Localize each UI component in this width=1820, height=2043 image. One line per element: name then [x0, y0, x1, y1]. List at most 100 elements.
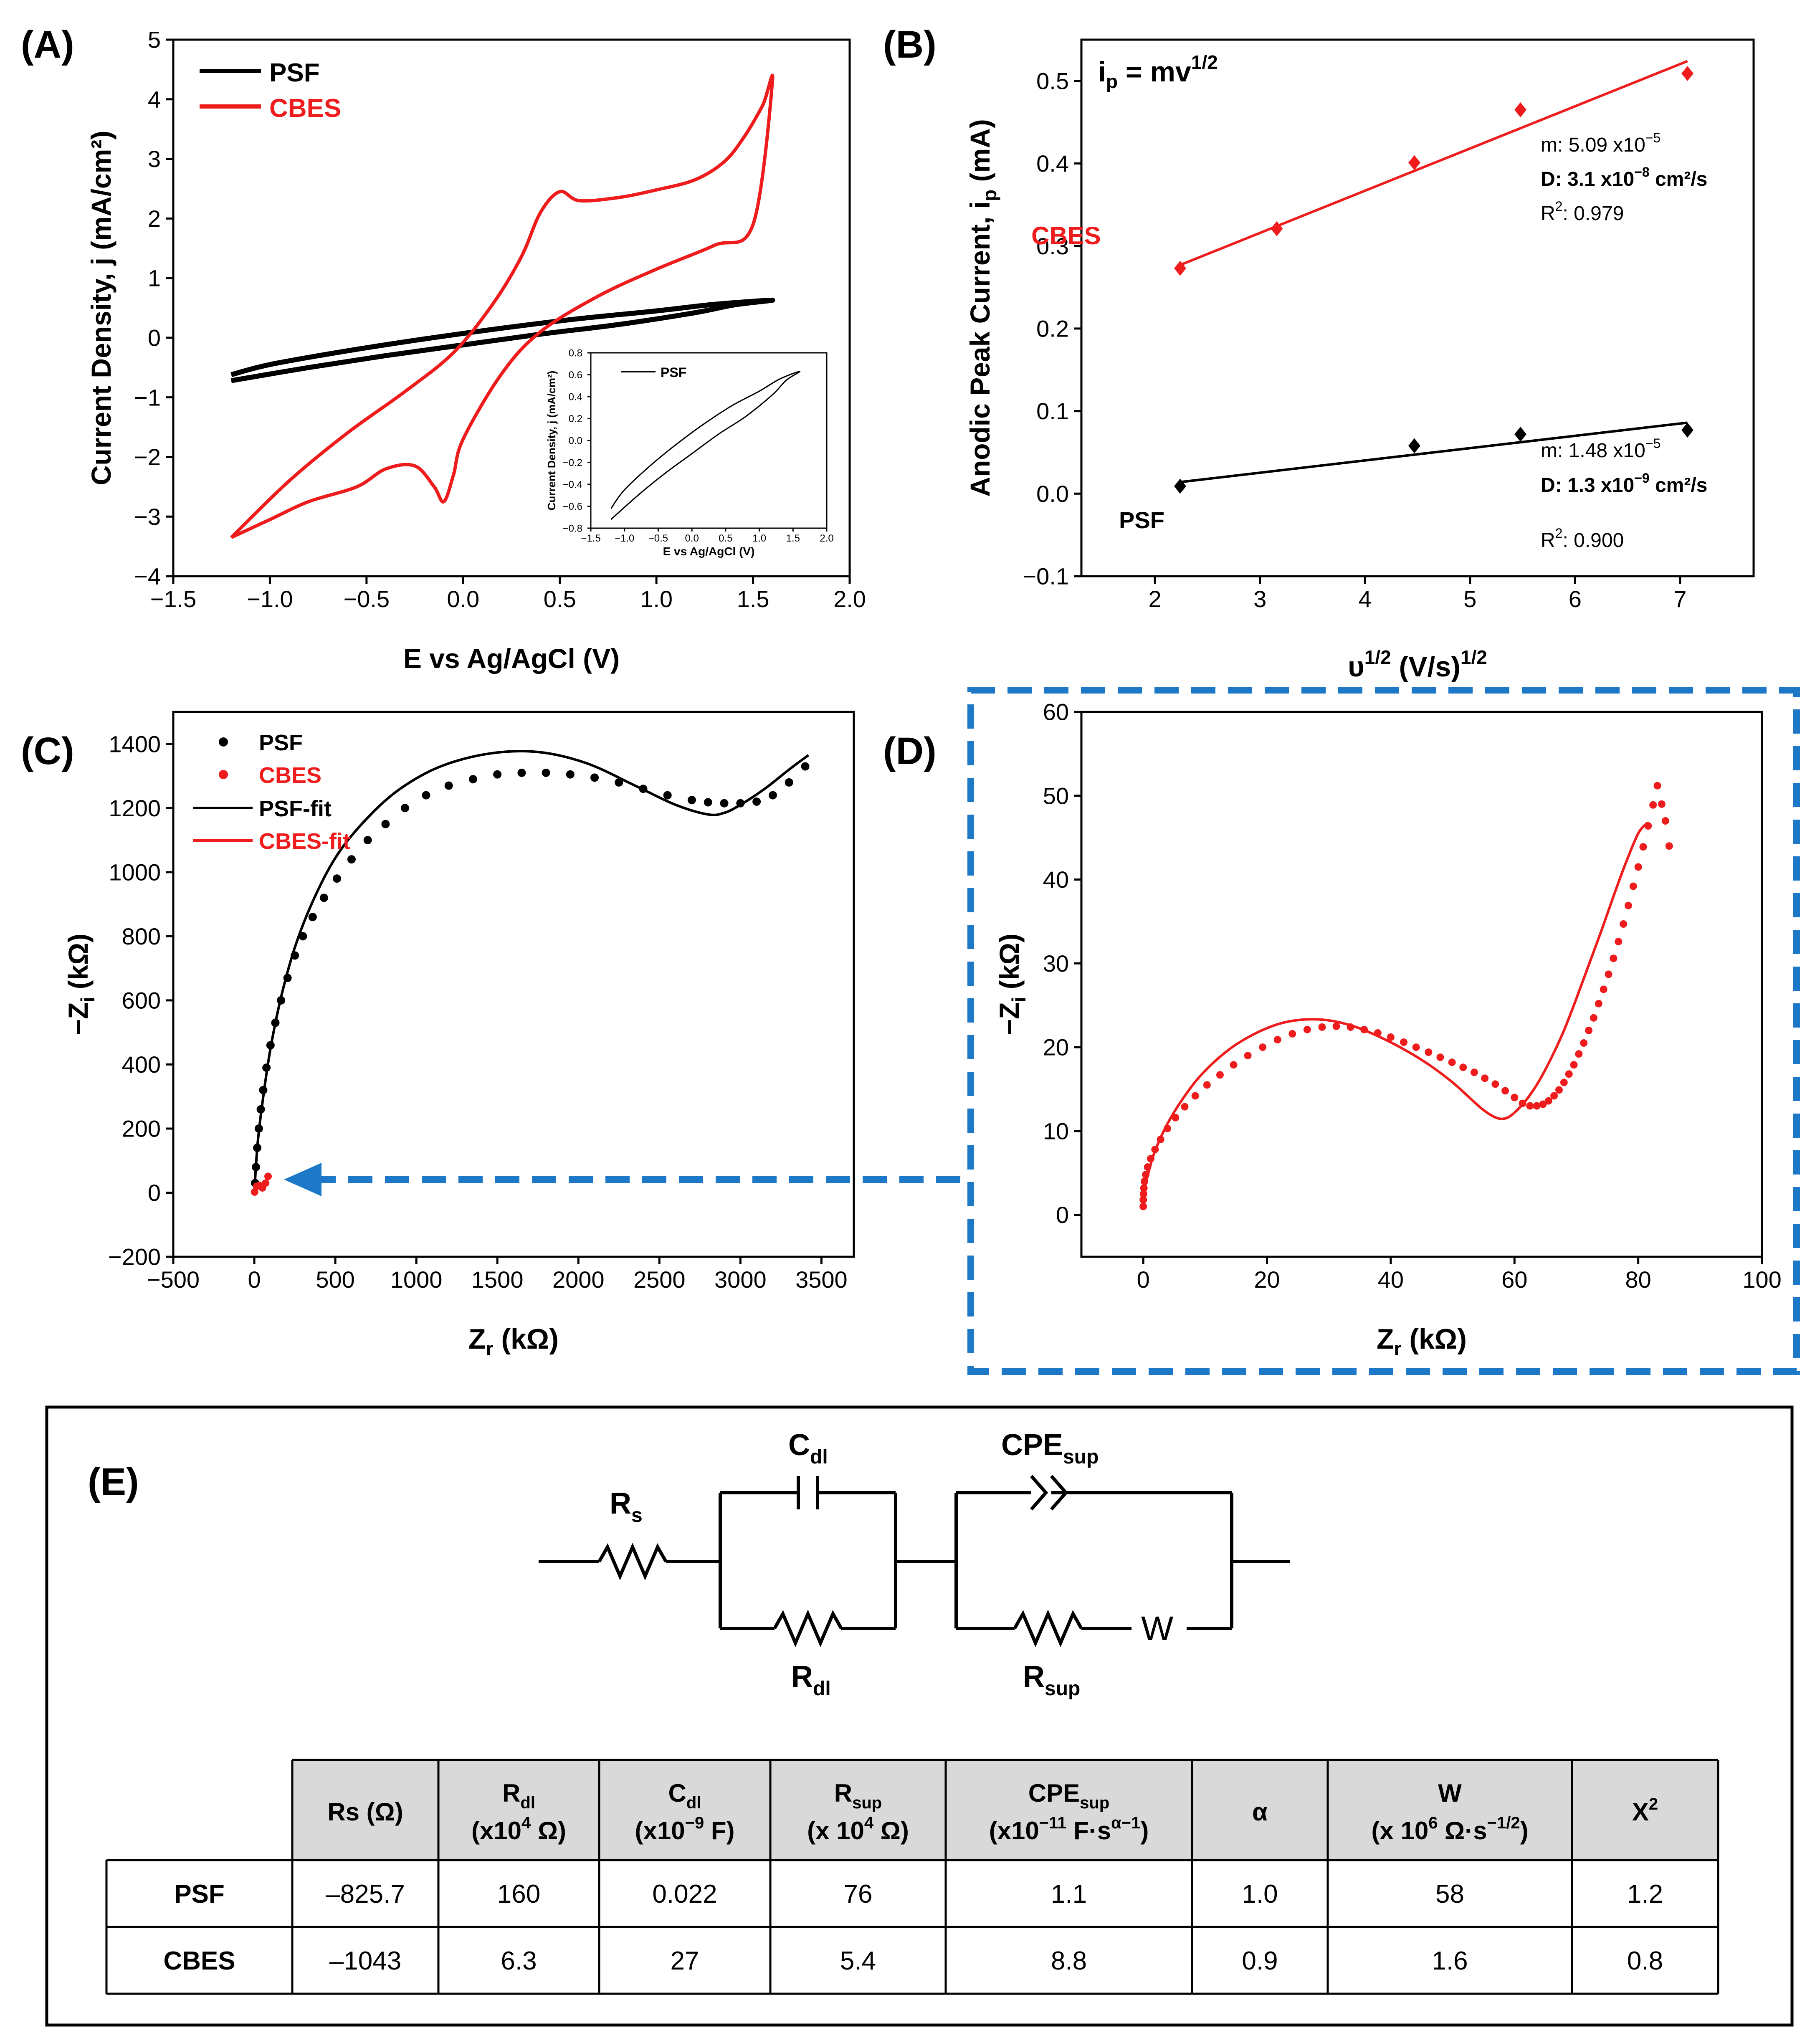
cpe-left-chevron: [1030, 1475, 1048, 1511]
point-cbes: [1665, 842, 1673, 850]
point-cbes: [1191, 1092, 1199, 1100]
point-psf: [308, 913, 317, 922]
x-tick-label: 0.0: [685, 533, 699, 544]
rdl-resistor: [773, 1609, 843, 1648]
x-tick-label: 1.5: [786, 533, 800, 544]
y-tick-label: 10: [1043, 1118, 1069, 1144]
table-header-unit: (x 104 Ω): [807, 1814, 909, 1845]
circuit-labels: Rs Cdl Rdl CPEsup Rsup W: [610, 1428, 1174, 1700]
panel-label-c: (C): [21, 730, 74, 772]
point-cbes: [1318, 1023, 1326, 1031]
point-psf: [736, 799, 745, 808]
table-cell: 1.6: [1432, 1947, 1468, 1975]
point-cbes: [1570, 1061, 1578, 1069]
point-cbes: [1163, 1124, 1171, 1132]
table-cell: 1.0: [1242, 1880, 1278, 1909]
rs-label: Rs: [610, 1487, 643, 1527]
y-tick-label: 1: [148, 265, 161, 291]
point-psf: [363, 836, 372, 845]
point-psf: [271, 1018, 280, 1027]
table-cell: 1.1: [1051, 1880, 1087, 1909]
y-tick-label: 50: [1043, 782, 1069, 809]
legend-c-psffit-label: PSF-fit: [259, 796, 332, 821]
y-tick-label: −3: [134, 504, 161, 530]
legend-a-inset: PSF: [621, 365, 686, 380]
inset-x-axis-label: E vs Ag/AgCl (V): [663, 545, 755, 558]
point-cbes: [1519, 1099, 1526, 1107]
x-tick-label: −0.5: [648, 533, 668, 544]
legend-c-cbes-label: CBES: [259, 763, 321, 788]
point-psf: [752, 797, 761, 806]
table-cell: 76: [844, 1880, 873, 1909]
y-tick-label: 1000: [109, 859, 161, 885]
point-cbes: [1181, 1103, 1189, 1111]
point-psf: [319, 894, 328, 902]
legend-c: PSF CBES PSF-fit CBES-fit: [193, 730, 350, 854]
y-tick-label: 0.8: [569, 347, 582, 359]
table-header-unit: (x104 Ω): [471, 1814, 566, 1845]
point-cbes: [1681, 66, 1693, 81]
point-psf: [266, 1041, 275, 1050]
point-cbes: [1539, 1100, 1547, 1108]
x-tick-label: 20: [1254, 1266, 1280, 1293]
y-tick-label: 0.5: [1036, 68, 1069, 94]
point-cbes: [1459, 1063, 1467, 1071]
highlight-box: [967, 687, 1800, 1375]
point-cbes: [1585, 1026, 1593, 1034]
point-cbes: [1172, 1114, 1180, 1121]
point-cbes: [1481, 1074, 1489, 1082]
point-cbes: [1400, 1038, 1408, 1046]
x-axis-label: Zr (kΩ): [468, 1323, 559, 1359]
cpe-label: CPEsup: [1001, 1428, 1099, 1468]
y-tick-label: 0.4: [569, 391, 582, 403]
b-cbes-label: CBES: [1031, 222, 1101, 250]
point-cbes: [1533, 1102, 1541, 1110]
series-psf-fit-line: [253, 749, 810, 1193]
table-cell: –1043: [329, 1947, 401, 1975]
x-tick-label: 3: [1253, 586, 1266, 612]
y-axis-label: −Zi (kΩ): [63, 934, 99, 1035]
y-tick-label: −0.6: [563, 501, 582, 512]
x-tick-label: 7: [1673, 586, 1686, 612]
point-cbes: [1560, 1078, 1568, 1086]
circuit-diagram: [539, 1475, 1290, 1648]
point-psf: [283, 974, 292, 982]
point-psf: [254, 1124, 263, 1133]
y-axis-label: Anodic Peak Current, ip (mA): [964, 119, 1000, 497]
point-cbes: [1412, 1043, 1420, 1051]
chart-b: 2 3 4 5 6 7 −0.1 0.0 0.1 0.2 0.3 0.4 0.5 υ1/2 (V/s)1/…: [964, 38, 1755, 683]
point-psf: [704, 798, 712, 807]
y-tick-label: 800: [122, 923, 161, 949]
x-tick-label: 3000: [714, 1266, 767, 1293]
point-cbes: [1142, 1171, 1150, 1179]
table-header-bg: [292, 1760, 1718, 1860]
point-psf: [400, 804, 409, 813]
point-psf: [590, 773, 599, 782]
y-tick-label: 5: [148, 27, 161, 53]
point-cbes: [1144, 1163, 1152, 1171]
point-psf: [687, 796, 696, 805]
x-tick-label: 5: [1463, 586, 1476, 612]
y-tick-label: 4: [148, 86, 161, 112]
x-axis-label: υ1/2 (V/s)1/2: [1348, 646, 1487, 683]
inset-psf-line: [610, 371, 800, 520]
table-cell: 0.8: [1627, 1947, 1663, 1975]
parameter-table: Rs (Ω) Rdl(x104 Ω) Cdl(x10−9 F) Rsup(x 104 …: [105, 1759, 1719, 1995]
table-cell: 27: [671, 1947, 699, 1975]
point-cbes: [1332, 1022, 1340, 1030]
x-tick-label: 60: [1501, 1266, 1527, 1293]
point-cbes: [1661, 817, 1669, 825]
x-tick-label: −1.5: [150, 586, 197, 612]
x-tick-label: 1.5: [737, 586, 770, 612]
legend-a: PSF CBES: [200, 58, 341, 123]
x-tick-label: 0: [1137, 1266, 1150, 1293]
point-cbes: [1620, 920, 1628, 928]
x-tick-label: 40: [1378, 1266, 1404, 1293]
point-psf: [256, 1105, 265, 1114]
point-psf: [1408, 438, 1420, 453]
table-header-unit: (x 106 Ω·s−1/2): [1371, 1814, 1528, 1845]
x-tick-label: −1.5: [581, 533, 600, 544]
b-psf-m: m: 1.48 x10−5: [1541, 436, 1661, 462]
plot-frame: [172, 711, 855, 1258]
panel-label-e: (E): [88, 1461, 139, 1503]
